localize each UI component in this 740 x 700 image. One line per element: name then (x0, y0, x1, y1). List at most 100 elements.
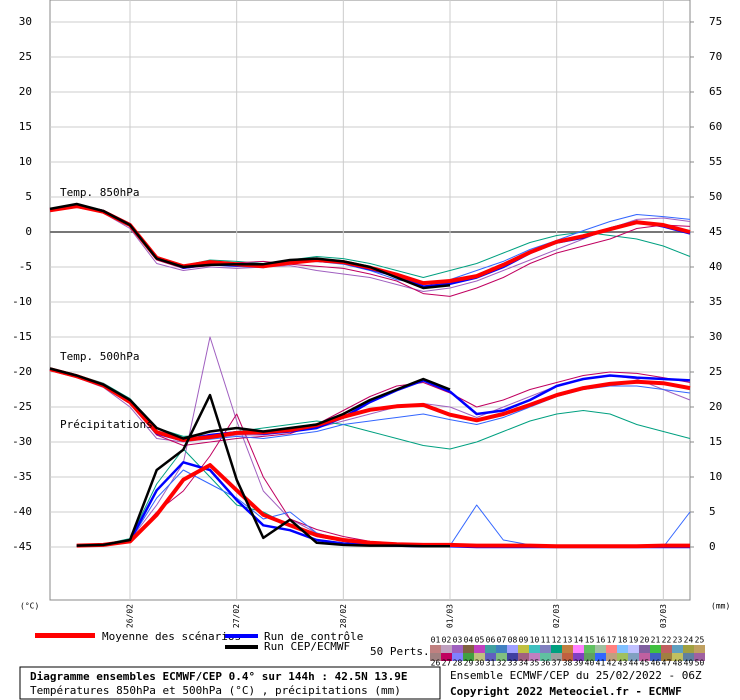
line-values-500 (49, 367, 691, 442)
perturbation-swatch (430, 645, 441, 653)
x-tick-label: 28/02 (339, 604, 348, 628)
perturbation-label: 13 (563, 636, 573, 645)
perturbation-swatch (540, 653, 551, 661)
annotation: Temp. 850hPa (60, 186, 139, 199)
perturbation-swatch (628, 645, 639, 653)
perturbation-label: 44 (629, 659, 639, 668)
perturbation-label: 21 (651, 636, 661, 645)
line-values-850 (49, 206, 691, 292)
perturbation-swatch (452, 653, 463, 661)
y-tick-label: 20 (19, 85, 32, 98)
perturbation-label: 50 (695, 659, 705, 668)
perturbation-label: 35 (530, 659, 540, 668)
perturbation-label: 29 (464, 659, 474, 668)
y2-tick-label: 5 (709, 505, 716, 518)
perturbation-label: 26 (431, 659, 441, 668)
run-info: Ensemble ECMWF/CEP du 25/02/2022 - 06Z (450, 669, 702, 682)
line-precipitation (76, 393, 450, 548)
y2-tick-label: 20 (709, 400, 722, 413)
perturbation-label: 05 (475, 636, 485, 645)
y-tick-label: -5 (19, 260, 32, 273)
legend-label: Run de contrôle (264, 630, 363, 643)
y2-tick-label: 25 (709, 365, 722, 378)
perturbation-label: 19 (629, 636, 639, 645)
lines (49, 202, 691, 549)
y-tick-label: 15 (19, 120, 32, 133)
perturbation-label: 48 (673, 659, 683, 668)
perturbation-label: 04 (464, 636, 474, 645)
perturbation-label: 36 (541, 659, 551, 668)
perturbation-swatch (518, 653, 529, 661)
perturbation-swatch (595, 653, 606, 661)
perturbation-swatch (463, 645, 474, 653)
perturbation-swatch (639, 653, 650, 661)
y2-tick-label: 35 (709, 295, 722, 308)
x-tick-label: 26/02 (126, 604, 135, 628)
y-tick-label: -45 (12, 540, 32, 553)
perturbation-swatch (639, 645, 650, 653)
legend-label: Run CEP/ECMWF (264, 640, 350, 653)
perturbation-label: 25 (695, 636, 705, 645)
perturbation-swatch (595, 645, 606, 653)
perturbation-swatch (661, 645, 672, 653)
perturbation-swatch (650, 645, 661, 653)
y-tick-label: -35 (12, 470, 32, 483)
perturbation-swatch (694, 653, 705, 661)
perturbation-label: 32 (497, 659, 507, 668)
perturbation-swatch (562, 645, 573, 653)
perturbation-label: 42 (607, 659, 617, 668)
perturbation-label: 34 (519, 659, 529, 668)
perturbation-label: 15 (585, 636, 595, 645)
y-tick-label: -15 (12, 330, 32, 343)
perturbation-label: 33 (508, 659, 518, 668)
perturbation-swatch (518, 645, 529, 653)
perturbation-label: 23 (673, 636, 683, 645)
perturbation-label: 27 (442, 659, 452, 668)
perturbation-label: 46 (651, 659, 661, 668)
perturbation-swatch (573, 645, 584, 653)
perturbation-swatch (507, 653, 518, 661)
y-tick-label: -40 (12, 505, 32, 518)
perturbation-swatch (672, 645, 683, 653)
perturbation-swatch (650, 653, 661, 661)
perturbation-label: 30 (475, 659, 485, 668)
perturbation-swatch (551, 645, 562, 653)
y2-tick-label: 75 (709, 15, 722, 28)
perturbation-label: 12 (552, 636, 562, 645)
perturbation-label: 16 (596, 636, 606, 645)
perturbation-swatch (540, 645, 551, 653)
annotation: Temp. 500hPa (60, 350, 139, 363)
perturbation-label: 07 (497, 636, 507, 645)
legend-label: 50 Perts. (370, 645, 430, 658)
perturbation-label: 08 (508, 636, 518, 645)
footer-box (19, 666, 441, 700)
y2-tick-label: 40 (709, 260, 722, 273)
perturbation-label: 20 (640, 636, 650, 645)
perturbation-swatch (441, 653, 452, 661)
y-tick-label: 25 (19, 50, 32, 63)
y2-tick-label: 55 (709, 155, 722, 168)
x-tick-label: 27/02 (232, 604, 241, 628)
perturbation-label: 09 (519, 636, 529, 645)
y2-tick-label: 15 (709, 435, 722, 448)
perturbation-label: 18 (618, 636, 628, 645)
perturbation-swatch (529, 653, 540, 661)
perturbation-swatch (606, 653, 617, 661)
x-tick-label: 03/03 (659, 604, 668, 628)
legend-swatch (225, 634, 258, 638)
x-tick-label: 02/03 (552, 604, 561, 628)
perturbation-swatch (551, 653, 562, 661)
y-tick-label: -25 (12, 400, 32, 413)
perturbation-swatch (617, 645, 628, 653)
legend-label: Moyenne des scénarios (102, 630, 241, 643)
perturbation-swatch (628, 653, 639, 661)
line-values-850 (49, 207, 691, 297)
perturbation-label: 17 (607, 636, 617, 645)
y-tick-label: -10 (12, 295, 32, 308)
y2-unit: (mm) (711, 602, 730, 611)
perturbation-label: 41 (596, 659, 606, 668)
perturbation-swatch (485, 653, 496, 661)
y2-tick-label: 45 (709, 225, 722, 238)
y2-tick-label: 60 (709, 120, 722, 133)
